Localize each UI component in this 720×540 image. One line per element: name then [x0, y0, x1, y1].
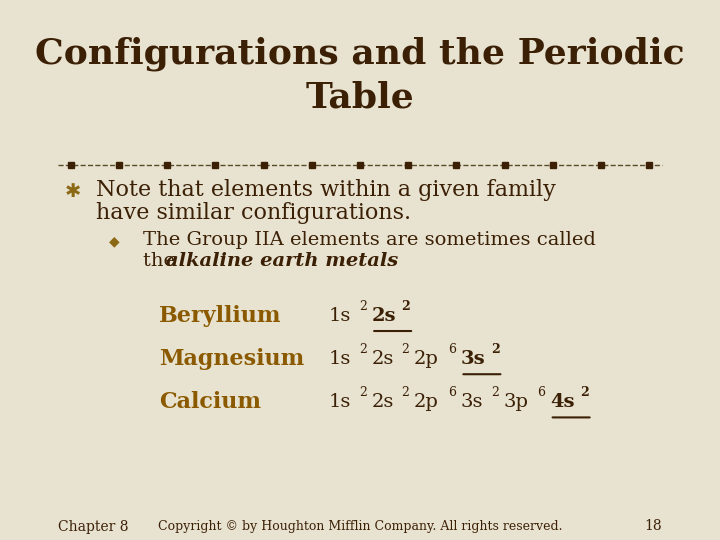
Text: 2: 2 — [402, 343, 410, 356]
Text: 2: 2 — [359, 386, 366, 399]
Text: 1s: 1s — [328, 307, 351, 325]
Text: 2: 2 — [491, 386, 498, 399]
Text: 2: 2 — [359, 300, 366, 313]
Text: 3s: 3s — [461, 350, 485, 368]
Text: 2: 2 — [359, 343, 366, 356]
Text: Chapter 8: Chapter 8 — [58, 519, 129, 534]
Text: have similar configurations.: have similar configurations. — [96, 202, 411, 224]
Text: ◆: ◆ — [109, 234, 120, 248]
Text: 3p: 3p — [503, 393, 528, 411]
Text: 2s: 2s — [372, 393, 394, 411]
Text: The Group IIA elements are sometimes called: The Group IIA elements are sometimes cal… — [143, 231, 596, 249]
Text: 6: 6 — [448, 343, 456, 356]
Text: 18: 18 — [644, 519, 662, 534]
Text: 1s: 1s — [328, 350, 351, 368]
Text: Table: Table — [305, 80, 415, 114]
Text: 2p: 2p — [414, 393, 439, 411]
Text: 2: 2 — [402, 386, 410, 399]
Text: 3s: 3s — [461, 393, 483, 411]
Text: Magnesium: Magnesium — [159, 348, 304, 370]
Text: .: . — [385, 252, 392, 271]
Text: Configurations and the Periodic: Configurations and the Periodic — [35, 37, 685, 71]
Text: 4s: 4s — [550, 393, 575, 411]
Text: 6: 6 — [448, 386, 456, 399]
Text: 2s: 2s — [372, 307, 396, 325]
Text: the: the — [143, 252, 181, 271]
Text: 1s: 1s — [328, 393, 351, 411]
Text: 2p: 2p — [414, 350, 439, 368]
Text: alkaline earth metals: alkaline earth metals — [166, 252, 399, 271]
Text: Note that elements within a given family: Note that elements within a given family — [96, 179, 556, 201]
Text: 2: 2 — [402, 300, 410, 313]
Text: 2: 2 — [491, 343, 500, 356]
Text: 2s: 2s — [372, 350, 394, 368]
Text: 6: 6 — [537, 386, 545, 399]
Text: Calcium: Calcium — [159, 392, 261, 413]
Text: Beryllium: Beryllium — [159, 305, 282, 327]
Text: Copyright © by Houghton Mifflin Company. All rights reserved.: Copyright © by Houghton Mifflin Company.… — [158, 520, 562, 533]
Text: ✱: ✱ — [65, 182, 81, 201]
Text: 2: 2 — [580, 386, 589, 399]
